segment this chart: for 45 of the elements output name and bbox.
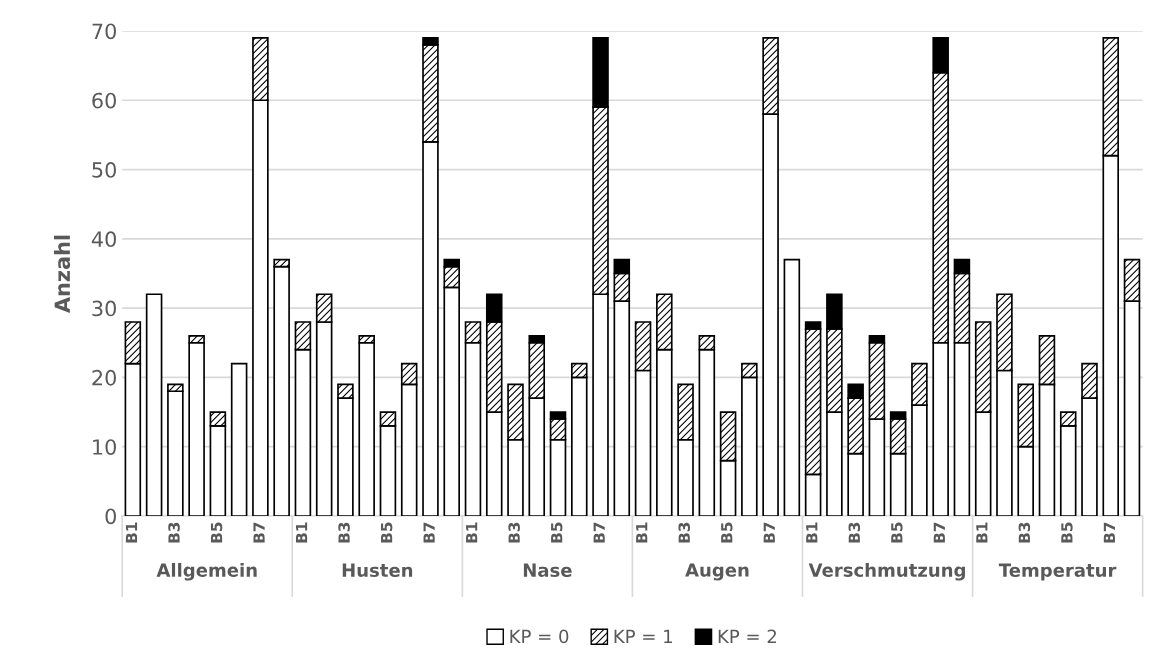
y-tick-label: 10 [93, 439, 116, 455]
x-tick-label: B3 [168, 522, 180, 543]
x-tick-label: B1 [976, 522, 988, 543]
x-tick-label: B5 [210, 522, 223, 543]
x-tick-label: B3 [338, 522, 350, 543]
bar [230, 362, 248, 516]
x-tick-label: B7 [1103, 522, 1115, 543]
bar [145, 293, 163, 516]
x-tick-label: B5 [551, 522, 563, 543]
y-tick-label: 70 [92, 23, 116, 40]
bar [783, 258, 801, 516]
x-tick-label: B1 [125, 522, 138, 543]
y-tick-label: 60 [92, 92, 116, 109]
y-tick-label: 30 [92, 300, 116, 317]
x-tick-label: B3 [678, 522, 690, 543]
text: Temperatur [998, 563, 1117, 581]
text: Allgemein [156, 562, 257, 581]
text: Augen [685, 563, 749, 581]
x-tick-label: B7 [423, 522, 435, 543]
x-tick-label: B3 [848, 522, 861, 543]
y-tick-label: 50 [92, 162, 116, 178]
x-tick-label: B1 [806, 522, 818, 543]
x-tick-label: B5 [891, 522, 903, 543]
x-tick-label: B3 [508, 522, 520, 543]
y-tick-label: 0 [105, 508, 116, 525]
y-tick-label: 20 [92, 369, 116, 386]
x-tick-label: B7 [763, 522, 775, 543]
legend-label: KP = 2 [718, 629, 777, 643]
x-tick-label: B1 [636, 522, 648, 543]
x-tick-label: B7 [593, 522, 605, 543]
x-tick-label: B5 [381, 522, 393, 543]
legend-label: KP = 1 [614, 629, 672, 643]
text: Verschmutzung [808, 562, 965, 581]
x-tick-label: B1 [295, 522, 308, 543]
y-axis-title: Anzahl [54, 235, 71, 313]
legend-label: KP = 0 [510, 629, 569, 644]
x-tick-label: B5 [1061, 522, 1073, 543]
x-tick-label: B7 [253, 522, 265, 543]
y-tick-label: 40 [91, 231, 116, 248]
text: Husten [342, 563, 413, 578]
x-tick-label: B5 [721, 522, 733, 543]
x-tick-label: B7 [933, 522, 945, 543]
x-tick-label: B3 [1018, 522, 1031, 543]
text: Nase [523, 563, 572, 578]
x-tick-label: B1 [466, 522, 478, 543]
